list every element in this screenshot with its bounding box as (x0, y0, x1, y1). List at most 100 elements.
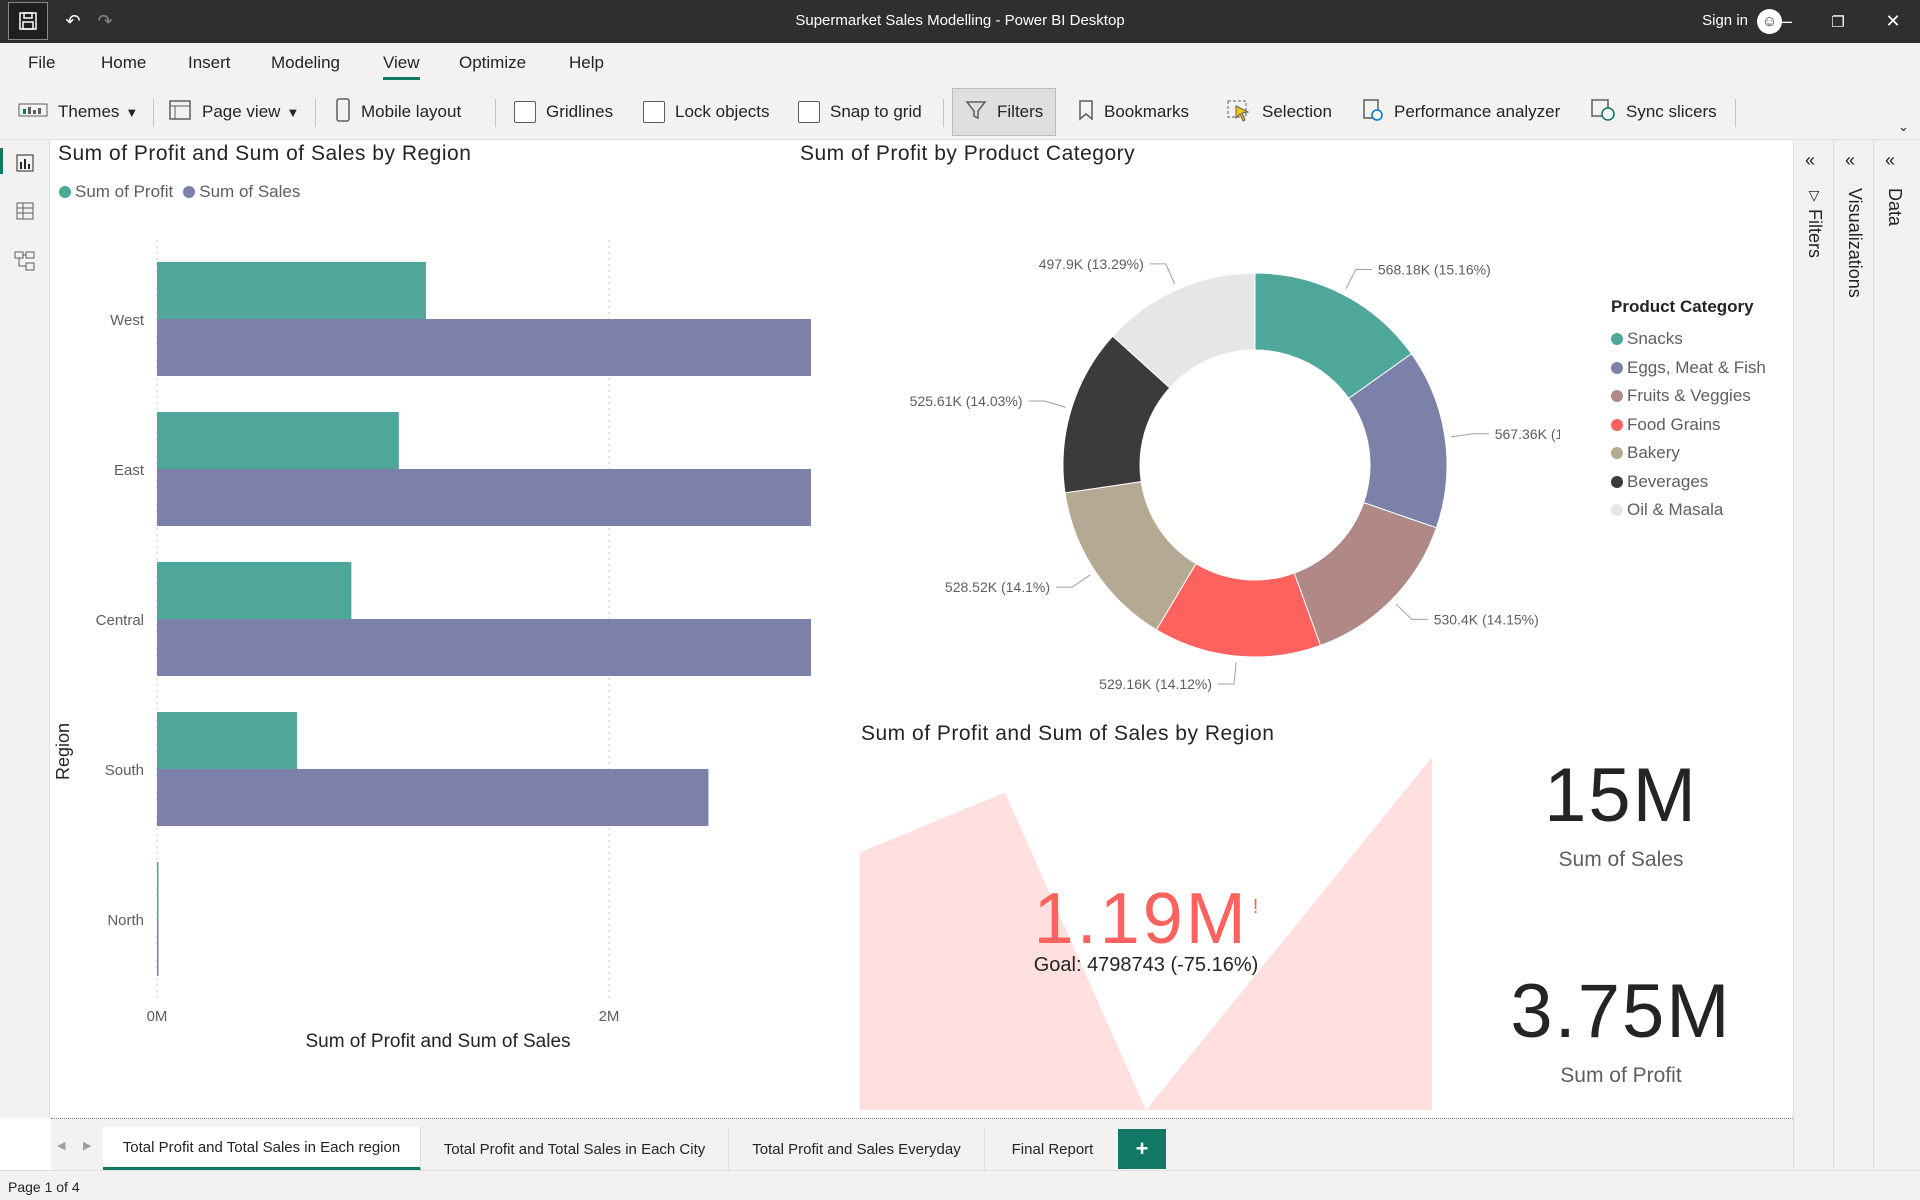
mobile-layout-button[interactable]: Mobile layout (335, 95, 461, 129)
bookmarks-button[interactable]: Bookmarks (1078, 95, 1189, 129)
x-tick-label: 0M (147, 1008, 168, 1025)
donut-slice-oil-masala[interactable] (1111, 272, 1256, 389)
page-indicator: Page 1 of 4 (8, 1179, 80, 1195)
expand-icon[interactable]: « (1885, 150, 1896, 170)
report-canvas: Sum of Profit and Sum of Sales by Region… (51, 140, 1793, 1118)
menu-optimize[interactable]: Optimize (459, 53, 527, 72)
legend-dot (1611, 475, 1623, 488)
bar-profit-east[interactable] (157, 412, 399, 469)
donut-leader-line (1149, 263, 1176, 285)
user-icon[interactable]: ☺ (1757, 9, 1782, 34)
sync-slicers-label: Sync slicers (1626, 102, 1717, 121)
add-page-button[interactable]: + (1118, 1129, 1166, 1169)
tab-page-3[interactable]: Total Profit and Sales Everyday (729, 1127, 985, 1171)
bar-sales-west[interactable] (157, 319, 811, 376)
legend-label: Bakery (1627, 443, 1680, 463)
menu-help[interactable]: Help (569, 53, 604, 72)
filters-pane[interactable]: « ▽ Filters (1793, 140, 1833, 1170)
chevron-down-icon: ▼ (125, 104, 139, 120)
visualizations-pane-label: Visualizations (1845, 188, 1865, 298)
ribbon-divider (943, 99, 944, 127)
filter-icon (965, 99, 987, 126)
legend-label-profit[interactable]: Sum of Profit (75, 182, 174, 201)
undo-icon[interactable]: ↶ (65, 11, 81, 31)
filters-button[interactable]: Filters (952, 88, 1057, 136)
page-view-button[interactable]: Page view ▼ (168, 95, 299, 129)
menu-file[interactable]: File (28, 53, 56, 72)
menu-insert[interactable]: Insert (188, 53, 231, 72)
tab-scroll-right-icon[interactable]: ▶ (83, 1140, 92, 1152)
category-label: East (114, 462, 145, 479)
themes-icon (18, 100, 48, 125)
gridlines-checkbox[interactable]: Gridlines (514, 95, 613, 129)
legend-item[interactable]: Beverages (1611, 468, 1766, 497)
mobile-layout-label: Mobile layout (361, 102, 462, 121)
tab-page-1[interactable]: Total Profit and Total Sales in Each reg… (103, 1127, 421, 1171)
page-view-label: Page view (202, 102, 281, 121)
data-pane[interactable]: « Data (1873, 140, 1913, 1170)
bar-profit-central[interactable] (157, 562, 352, 619)
restore-icon[interactable]: ❐ (1831, 13, 1845, 31)
legend-item[interactable]: Bakery (1611, 439, 1766, 468)
bookmarks-label: Bookmarks (1104, 102, 1190, 121)
bar-sales-north[interactable] (157, 919, 159, 976)
table-view-icon[interactable] (12, 198, 38, 224)
legend-dot (1611, 504, 1623, 517)
filters-pane-label: ▽ Filters (1804, 188, 1825, 258)
bar-sales-central[interactable] (157, 619, 811, 676)
save-icon[interactable] (8, 2, 48, 40)
x-tick-label: 2M (599, 1008, 620, 1025)
performance-analyzer-button[interactable]: Performance analyzer (1362, 95, 1560, 129)
donut-data-label: 525.61K (14.03%) (910, 393, 1023, 409)
model-view-icon[interactable] (12, 248, 38, 274)
redo-icon[interactable]: ↷ (97, 11, 113, 31)
themes-button[interactable]: Themes ▼ (18, 95, 138, 129)
tab-page-4[interactable]: Final Report (985, 1127, 1121, 1171)
donut-slice-fruits-veggies[interactable] (1293, 501, 1438, 647)
legend-dot-profit (59, 186, 71, 198)
donut-data-label: 529.16K (14.12%) (1099, 676, 1212, 692)
legend-item[interactable]: Eggs, Meat & Fish (1611, 354, 1766, 383)
ribbon-divider (495, 99, 496, 127)
minimize-icon[interactable]: — (1774, 11, 1792, 31)
page-tabs: ◀ ▶ Total Profit and Total Sales in Each… (51, 1118, 1793, 1171)
legend-item[interactable]: Oil & Masala (1611, 496, 1766, 525)
menu-view[interactable]: View (383, 53, 420, 80)
bar-sales-south[interactable] (157, 769, 709, 826)
legend-item[interactable]: Snacks (1611, 325, 1766, 354)
bar-sales-east[interactable] (157, 469, 811, 526)
legend-item[interactable]: Food Grains (1611, 411, 1766, 440)
sync-icon (1590, 98, 1616, 127)
window-title: Supermarket Sales Modelling - Power BI D… (795, 12, 1125, 29)
bar-profit-south[interactable] (157, 712, 298, 769)
sign-in-link[interactable]: Sign in (1702, 12, 1748, 29)
performance-analyzer-label: Performance analyzer (1394, 102, 1561, 121)
donut-data-label: 497.9K (13.29%) (1039, 256, 1144, 272)
kpi-title: Sum of Profit and Sum of Sales by Region (861, 722, 1275, 745)
legend-item[interactable]: Fruits & Veggies (1611, 382, 1766, 411)
close-icon[interactable]: ✕ (1885, 11, 1901, 31)
checkbox-icon (643, 101, 665, 123)
expand-icon[interactable]: « (1845, 150, 1856, 170)
ribbon-expand-icon[interactable]: ⌄ (1898, 119, 1909, 134)
data-pane-label: Data (1885, 188, 1905, 227)
donut-data-label: 530.4K (14.15%) (1434, 611, 1539, 627)
menu-home[interactable]: Home (101, 53, 147, 72)
bar-profit-north[interactable] (157, 862, 159, 919)
tab-page-2[interactable]: Total Profit and Total Sales in Each Cit… (421, 1127, 729, 1171)
bar-profit-west[interactable] (157, 262, 426, 319)
lock-objects-checkbox[interactable]: Lock objects (643, 95, 770, 129)
visualizations-pane[interactable]: « Visualizations (1833, 140, 1873, 1170)
report-view-icon[interactable] (12, 150, 38, 176)
menu-modeling[interactable]: Modeling (271, 53, 340, 72)
expand-icon[interactable]: « (1805, 150, 1816, 170)
tab-scroll-left-icon[interactable]: ◀ (57, 1140, 66, 1152)
snap-to-grid-checkbox[interactable]: Snap to grid (798, 95, 922, 129)
donut-chart[interactable]: 568.18K (15.16%) 567.36K (15.14%) 530.4K (… (800, 180, 1560, 740)
donut-legend: Snacks Eggs, Meat & Fish Fruits & Veggies F… (1611, 325, 1766, 525)
legend-label-sales[interactable]: Sum of Sales (199, 182, 301, 201)
donut-leader-line (1395, 603, 1428, 620)
sync-slicers-button[interactable]: Sync slicers (1590, 95, 1717, 129)
selection-button[interactable]: Selection (1226, 95, 1332, 129)
